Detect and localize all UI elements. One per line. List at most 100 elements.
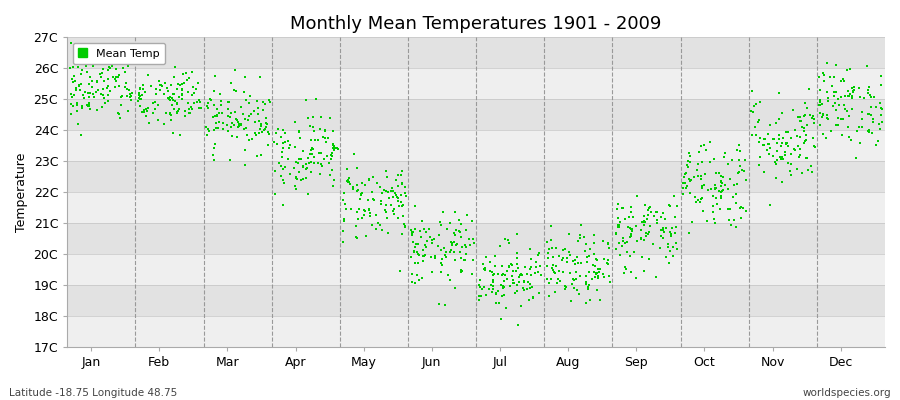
Point	[827, 100, 842, 106]
Point	[503, 283, 517, 290]
Point	[434, 268, 448, 275]
Point	[391, 183, 405, 190]
Point	[241, 112, 256, 119]
Point	[622, 214, 636, 220]
Point	[493, 282, 508, 288]
Point	[314, 163, 328, 169]
Point	[653, 226, 668, 233]
Point	[840, 107, 854, 114]
Point	[436, 245, 451, 251]
Point	[282, 145, 296, 151]
Point	[340, 177, 355, 184]
Point	[254, 152, 268, 158]
Point	[652, 245, 667, 252]
Point	[873, 72, 887, 79]
Point	[781, 128, 796, 135]
Point	[638, 219, 652, 225]
Point	[650, 209, 664, 215]
Point	[378, 206, 392, 213]
Point	[101, 98, 115, 104]
Point	[438, 254, 453, 261]
Point	[381, 188, 395, 195]
Point	[465, 218, 480, 224]
Point	[444, 238, 458, 245]
Point	[875, 119, 889, 125]
Point	[554, 256, 569, 263]
Point	[866, 118, 880, 125]
Point	[788, 127, 802, 133]
Point	[654, 227, 669, 233]
Point	[215, 110, 230, 116]
Point	[797, 111, 812, 118]
Point	[820, 112, 834, 118]
Point	[733, 147, 747, 154]
Point	[778, 151, 792, 158]
Point	[301, 190, 315, 197]
Point	[262, 131, 276, 138]
Point	[617, 216, 632, 222]
Point	[546, 262, 561, 269]
Point	[250, 98, 265, 104]
Point	[259, 120, 274, 126]
Point	[639, 233, 653, 240]
Point	[778, 128, 793, 135]
Point	[510, 288, 525, 294]
Point	[842, 112, 856, 119]
Point	[398, 184, 412, 190]
Point	[845, 84, 859, 91]
Point	[549, 244, 563, 251]
Point	[165, 101, 179, 108]
Point	[251, 105, 266, 111]
Point	[532, 250, 546, 256]
Point	[680, 183, 694, 189]
Point	[540, 263, 554, 270]
Point	[454, 255, 468, 261]
Point	[437, 302, 452, 308]
Point	[807, 143, 822, 149]
Point	[816, 110, 831, 117]
Point	[136, 82, 150, 89]
Point	[752, 162, 766, 168]
Point	[289, 174, 303, 181]
Point	[387, 211, 401, 217]
Point	[620, 224, 634, 230]
Point	[654, 214, 669, 220]
Point	[649, 208, 663, 215]
Point	[526, 294, 541, 301]
Point	[815, 131, 830, 137]
Point	[86, 63, 100, 69]
Point	[573, 235, 588, 241]
Point	[593, 296, 608, 303]
Point	[391, 215, 405, 222]
Point	[156, 59, 170, 66]
Point	[148, 99, 163, 105]
Point	[254, 122, 268, 129]
Point	[756, 142, 770, 148]
Point	[304, 159, 319, 166]
Point	[447, 248, 462, 255]
Point	[214, 97, 229, 104]
Point	[132, 94, 147, 101]
Point	[667, 193, 681, 199]
Point	[293, 177, 308, 184]
Point	[496, 282, 510, 289]
Point	[589, 256, 603, 262]
Point	[171, 94, 185, 100]
Point	[353, 196, 367, 202]
Point	[289, 174, 303, 180]
Point	[146, 100, 160, 106]
Point	[600, 260, 615, 266]
Point	[281, 138, 295, 145]
Point	[550, 280, 564, 287]
Point	[312, 170, 327, 177]
Point	[293, 156, 308, 162]
Point	[831, 115, 845, 122]
Point	[475, 261, 490, 267]
Point	[531, 269, 545, 275]
Point	[301, 115, 315, 122]
Point	[111, 74, 125, 80]
Point	[106, 74, 121, 80]
Point	[308, 136, 322, 143]
Point	[354, 191, 368, 198]
Point	[506, 268, 520, 274]
